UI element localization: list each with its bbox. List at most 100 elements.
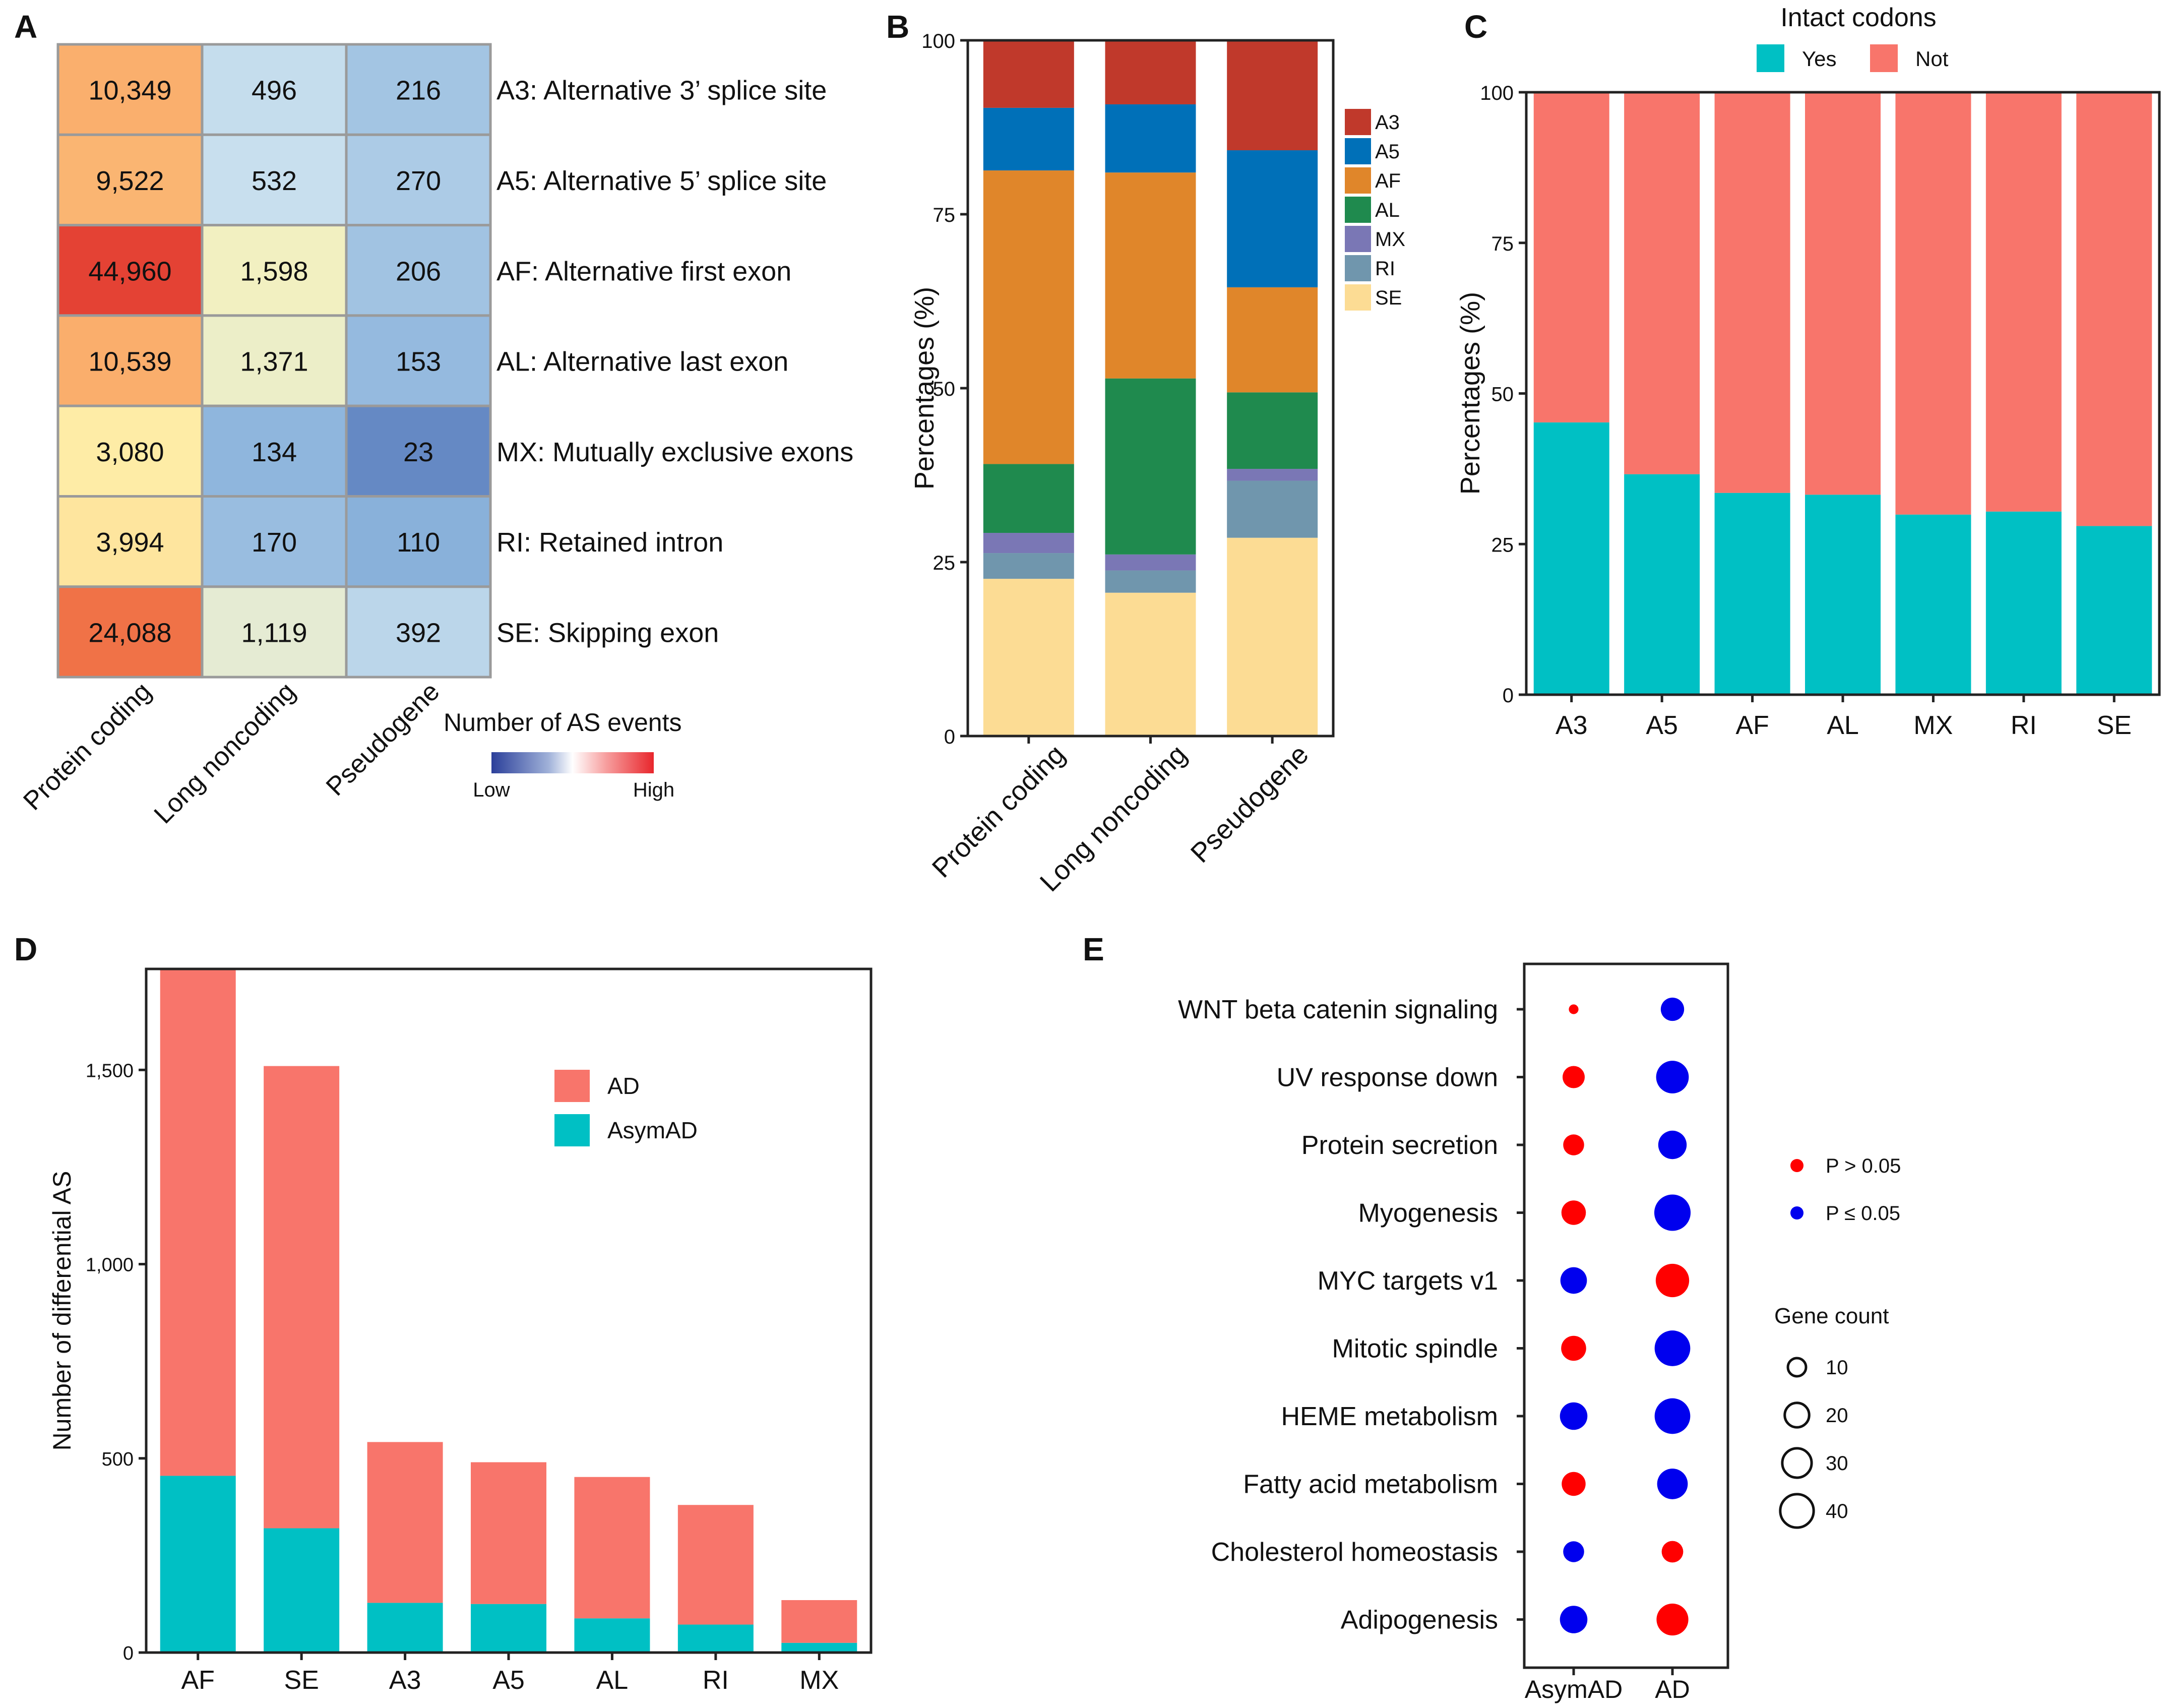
p-legend-blue-dot	[1790, 1206, 1803, 1219]
group-label: AsymAD	[1525, 1675, 1623, 1703]
panel-e-frame	[1523, 962, 1729, 1669]
heatmap-cell-value: 110	[397, 527, 440, 558]
panel-c-bars	[1533, 92, 2152, 695]
x-tick-label: AF	[1735, 711, 1769, 740]
panel-d-y-axis: 0 500 1,000 1,500	[86, 1060, 146, 1664]
legend-swatch-al	[1345, 197, 1371, 223]
size-legend-circle	[1783, 1401, 1811, 1429]
bar-segment-af-pseudogene	[1227, 287, 1318, 393]
dot-mitotic-spindle-ad	[1654, 1330, 1691, 1366]
panel-d-chart: 0 500 1,000 1,500 AF SE A3 A5 AL RI MX Number of …	[48, 967, 873, 1695]
heatmap-cell-value: 206	[396, 256, 441, 286]
term-label: UV response down	[1277, 1063, 1498, 1092]
y-tick-label: 25	[933, 552, 956, 574]
panel-d-x-axis: AF SE A3 A5 AL RI MX	[181, 1653, 839, 1695]
x-tick-label: SE	[2097, 711, 2132, 740]
x-tick-label: A3	[1556, 711, 1588, 740]
bar-segment-mx-protein-coding	[983, 533, 1074, 554]
bar-segment-not-ri	[1985, 92, 2062, 512]
heatmap-cell-value: 1,119	[241, 618, 307, 648]
dot-uv-response-down-asymad	[1563, 1066, 1585, 1088]
bar-segment-af-long-noncoding	[1105, 172, 1196, 379]
heatmap-row-labels: A3: Alternative 3’ splice site A5: Altern…	[496, 76, 853, 648]
bar-segment-not-al	[1805, 92, 1881, 495]
y-tick-label: 1,000	[86, 1255, 134, 1276]
bar-segment-mx-pseudogene	[1227, 469, 1318, 481]
heatmap-legend-high: High	[633, 779, 674, 801]
term-label: Fatty acid metabolism	[1243, 1470, 1498, 1499]
term-label: HEME metabolism	[1281, 1402, 1498, 1431]
legend-swatch-se	[1345, 284, 1371, 311]
y-tick-label: 100	[1480, 82, 1514, 104]
heatmap-cell-value: 24,088	[88, 618, 171, 648]
size-legend-circle	[1779, 1493, 1815, 1529]
legend-swatch-af	[1345, 167, 1371, 194]
x-tick-label: MX	[1913, 711, 1953, 740]
panel-letter-b: B	[886, 9, 909, 45]
bar-segment-not-a3	[1533, 92, 1609, 422]
heatmap-cell-value: 1,371	[240, 347, 308, 377]
dot-myogenesis-asymad	[1561, 1200, 1586, 1225]
legend-label-se: SE	[1375, 287, 1402, 309]
panel-letter-d: D	[14, 931, 37, 967]
y-tick-label: 0	[123, 1643, 134, 1664]
bar-segment-ad-a5	[471, 1462, 546, 1604]
heatmap-legend-low: Low	[473, 779, 510, 801]
bar-segment-ad-a3	[367, 1442, 443, 1603]
size-legend-label: 20	[1826, 1405, 1848, 1427]
heatmap-cell-value: 134	[252, 437, 297, 467]
dot-protein-secretion-asymad	[1563, 1134, 1584, 1155]
bar-segment-se-pseudogene	[1227, 537, 1318, 736]
heatmap-row-label: RI: Retained intron	[496, 527, 723, 558]
legend-label-mx: MX	[1375, 228, 1405, 251]
heatmap-cell-value: 496	[252, 76, 297, 106]
y-tick-label: 0	[1503, 685, 1514, 707]
bar-segment-mx-long-noncoding	[1105, 554, 1196, 571]
y-tick-label: 50	[933, 378, 956, 400]
heatmap-cell-value: 3,994	[96, 527, 164, 558]
dot-uv-response-down-ad	[1656, 1061, 1689, 1093]
legend-label-af: AF	[1375, 170, 1401, 192]
panel-c-y-axis: 0 25 50 75 100	[1480, 82, 1526, 707]
legend-label-asymad: AsymAD	[607, 1117, 698, 1143]
heatmap-cell	[201, 224, 348, 317]
bar-segment-ad-al	[574, 1477, 650, 1619]
heatmap-cell	[345, 585, 492, 679]
size-legend-items: 10 20 30 40	[1779, 1357, 1848, 1529]
heatmap-cell-value: 532	[252, 166, 297, 196]
dot-wnt-beta-catenin-signaling-asymad	[1569, 1004, 1579, 1014]
dot-protein-secretion-ad	[1658, 1130, 1687, 1160]
x-tick-label: A3	[389, 1666, 421, 1695]
x-tick-label: AF	[181, 1666, 214, 1695]
heatmap-cell	[56, 43, 204, 136]
bar-segment-ri-pseudogene	[1227, 480, 1318, 538]
bar-segment-ri-long-noncoding	[1105, 570, 1196, 593]
dot-adipogenesis-asymad	[1560, 1606, 1588, 1633]
panel-letter-e: E	[1083, 931, 1104, 967]
dot-fatty-acid-metabolism-asymad	[1562, 1472, 1586, 1496]
p-legend-red-dot	[1790, 1159, 1803, 1172]
y-tick-label: 75	[933, 204, 956, 226]
panel-c-y-label: Percentages (%)	[1455, 292, 1485, 495]
size-legend-circle	[1786, 1357, 1808, 1378]
legend-label-yes: Yes	[1802, 47, 1837, 71]
panel-c-legend: Yes Not	[1757, 44, 1949, 72]
panel-e-group-labels: AsymAD AD	[1525, 1668, 1690, 1703]
legend-label-not: Not	[1915, 47, 1949, 71]
panel-d-y-label: Number of differential AS	[48, 1171, 76, 1451]
bar-segment-yes-al	[1805, 495, 1881, 695]
legend-swatch-a3	[1345, 109, 1371, 135]
panel-e-chart: WNT beta catenin signaling UV response do…	[1178, 962, 1901, 1703]
dot-myogenesis-ad	[1654, 1194, 1691, 1231]
panel-e-size-legend: Gene count 10 20 30 40	[1774, 1304, 1889, 1529]
legend-label-ad: AD	[607, 1073, 640, 1099]
bar-segment-yes-mx	[1895, 514, 1971, 695]
legend-label-a3: A3	[1375, 111, 1400, 134]
x-tick-label: AL	[596, 1666, 629, 1695]
x-tick-label: A5	[492, 1666, 525, 1695]
panel-c-chart: Intact codons Yes Not 0 25 50 75 100 A3 A5 AF AL…	[1455, 3, 2161, 740]
heatmap-cell	[56, 404, 204, 498]
size-legend-label: 40	[1826, 1500, 1848, 1522]
heatmap-cell-value: 216	[396, 76, 441, 106]
x-tick-label: A5	[1646, 711, 1678, 740]
